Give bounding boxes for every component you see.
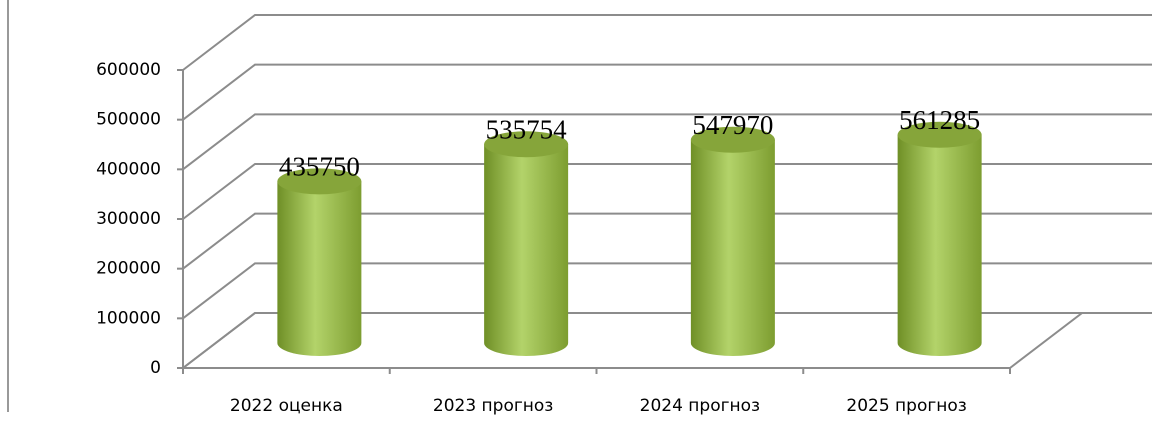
- bar-top: [484, 131, 569, 158]
- bar-top: [690, 126, 775, 153]
- data-label: 547970: [692, 110, 773, 140]
- y-tick-label: 100000: [96, 308, 161, 328]
- grid-line: [182, 262, 1152, 320]
- y-tick-label: 400000: [96, 159, 161, 179]
- grid-line: [182, 212, 1152, 270]
- bar: [277, 181, 362, 357]
- x-tick-label: 2022 оценка: [230, 396, 343, 416]
- x-tick-label: 2024 прогноз: [640, 396, 760, 416]
- grid-line: [182, 163, 1152, 220]
- x-tick-label: 2023 прогноз: [433, 396, 553, 416]
- bar: [690, 139, 775, 357]
- y-tick-label: 0: [150, 358, 161, 378]
- grid-line: [182, 312, 1152, 369]
- bar: [897, 134, 982, 357]
- bar-top: [277, 168, 362, 195]
- y-tick-label: 300000: [96, 209, 161, 229]
- data-label: 561285: [899, 105, 980, 135]
- data-label: 535754: [486, 114, 568, 144]
- grid-line: [182, 63, 1152, 121]
- x-tick-label: 2025 прогноз: [846, 396, 966, 416]
- y-tick-label: 600000: [96, 60, 161, 80]
- grid-line: [182, 14, 1152, 71]
- grid-line: [182, 113, 1152, 171]
- bar: [484, 144, 569, 357]
- y-tick-label: 200000: [96, 259, 161, 279]
- bar-top: [897, 121, 982, 148]
- data-label: 435750: [279, 152, 360, 182]
- y-tick-label: 500000: [96, 110, 161, 130]
